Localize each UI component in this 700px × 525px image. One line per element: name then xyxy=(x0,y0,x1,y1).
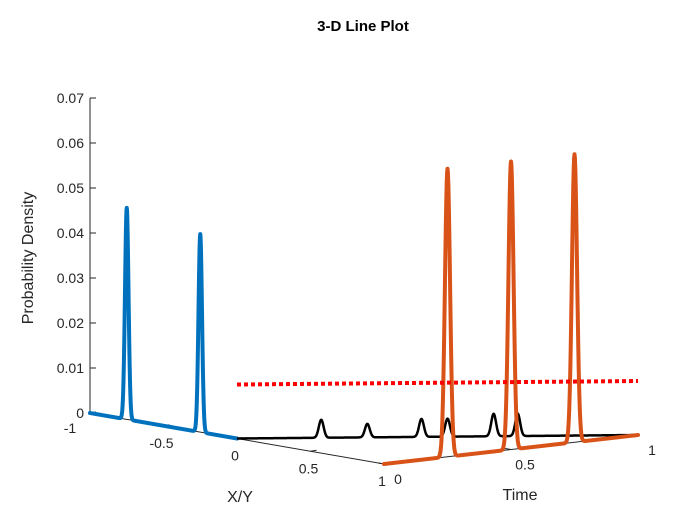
series-blue-line xyxy=(88,205,239,441)
z-tick-label: 0.04 xyxy=(57,225,84,241)
z-tick-label: 0.07 xyxy=(57,90,84,106)
series-red-dotted-line xyxy=(236,379,639,387)
xy-tick-label: -0.5 xyxy=(149,435,173,451)
chart-title: 3-D Line Plot xyxy=(317,18,409,35)
xy-tick-label: 0.5 xyxy=(299,460,319,476)
time-tick-label: 0.5 xyxy=(515,457,535,473)
z-tick-label: 0.01 xyxy=(57,360,84,376)
z-tick-label: 0.02 xyxy=(57,315,84,331)
xy-tick-label: 0 xyxy=(231,448,239,464)
xy-tick-label: -1 xyxy=(64,420,77,436)
z-axis-label: Probability Density xyxy=(20,192,37,325)
y-axis-label: Time xyxy=(503,487,538,504)
time-tick-label: 1 xyxy=(648,442,656,458)
axes xyxy=(89,97,639,465)
tick-labels: 0 0.01 0.02 0.03 0.04 0.05 0.06 0.07 -1 -0.5 0 0.5 1… xyxy=(57,90,656,489)
xy-tick-label: 1 xyxy=(378,473,386,489)
z-tick-label: 0.03 xyxy=(57,270,84,286)
z-tick-label: 0 xyxy=(76,405,84,421)
series-black-line xyxy=(236,412,639,440)
z-tick-label: 0.06 xyxy=(57,135,84,151)
series-lines xyxy=(88,152,640,466)
time-tick-mark xyxy=(504,448,512,450)
z-tick-label: 0.05 xyxy=(57,180,84,196)
series-orange-line xyxy=(382,152,640,466)
x-axis-label: X/Y xyxy=(227,489,253,506)
time-tick-label: 0 xyxy=(394,471,402,487)
xy-tick-mark xyxy=(310,449,317,452)
